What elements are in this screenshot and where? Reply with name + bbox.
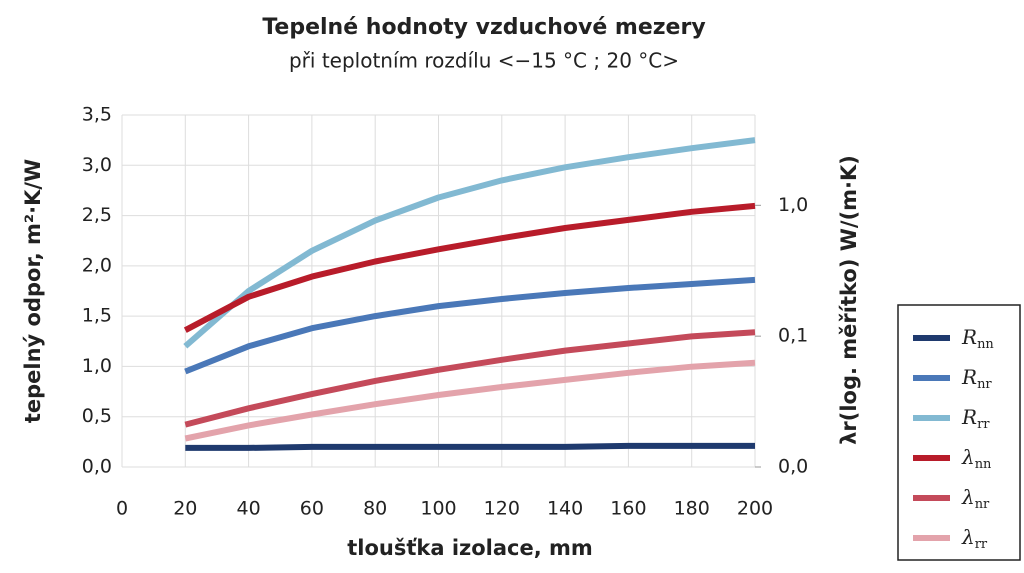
series-line	[183, 202, 756, 333]
x-tick-label: 20	[173, 498, 197, 520]
y2-tick-label: 1,0	[778, 194, 808, 216]
y2-tick-label: 0,0	[778, 456, 808, 478]
x-tick-label: 0	[116, 498, 128, 520]
legend-label: Rnr	[961, 365, 992, 392]
series-line	[185, 442, 755, 451]
x-tick-label: 200	[737, 498, 773, 520]
legend-label: λnn	[961, 445, 992, 472]
y-axis-title: tepelný odpor, m²·K/W	[21, 159, 45, 423]
x-tick-label: 120	[484, 498, 520, 520]
y-tick-label: 0,5	[82, 405, 112, 427]
x-tick-label: 140	[547, 498, 583, 520]
series-line	[184, 329, 756, 428]
chart-title: Tepelné hodnoty vzduchové mezery	[262, 15, 705, 40]
x-tick-label: 40	[237, 498, 261, 520]
legend-label: λnr	[961, 485, 990, 512]
y-tick-label: 3,5	[82, 104, 112, 126]
series-line	[183, 137, 756, 349]
y-tick-label: 0,0	[82, 456, 112, 478]
y2-axis-title: λr(log. měřítko) W/(m·K)	[837, 155, 861, 445]
legend-label: Rrr	[961, 405, 990, 432]
series-line	[184, 359, 756, 442]
x-tick-label: 180	[674, 498, 710, 520]
y2-tick-label: 0,1	[778, 325, 808, 347]
x-tick-label: 80	[363, 498, 387, 520]
chart-subtitle: při teplotním rozdílu <−15 °C ; 20 °C>	[289, 49, 679, 73]
y-tick-label: 3,0	[82, 154, 112, 176]
x-tick-label: 100	[420, 498, 456, 520]
legend-box	[897, 304, 1021, 561]
x-axis-title: tloušťka izolace, mm	[347, 536, 593, 560]
x-tick-label: 160	[610, 498, 646, 520]
y-tick-label: 1,5	[82, 305, 112, 327]
y-tick-label: 2,0	[82, 254, 112, 276]
y-tick-label: 2,5	[82, 204, 112, 226]
x-tick-label: 60	[300, 498, 324, 520]
legend-label: λrr	[961, 525, 988, 552]
legend-label: Rnn	[961, 325, 994, 352]
series-line	[184, 276, 756, 375]
y-tick-label: 1,0	[82, 355, 112, 377]
